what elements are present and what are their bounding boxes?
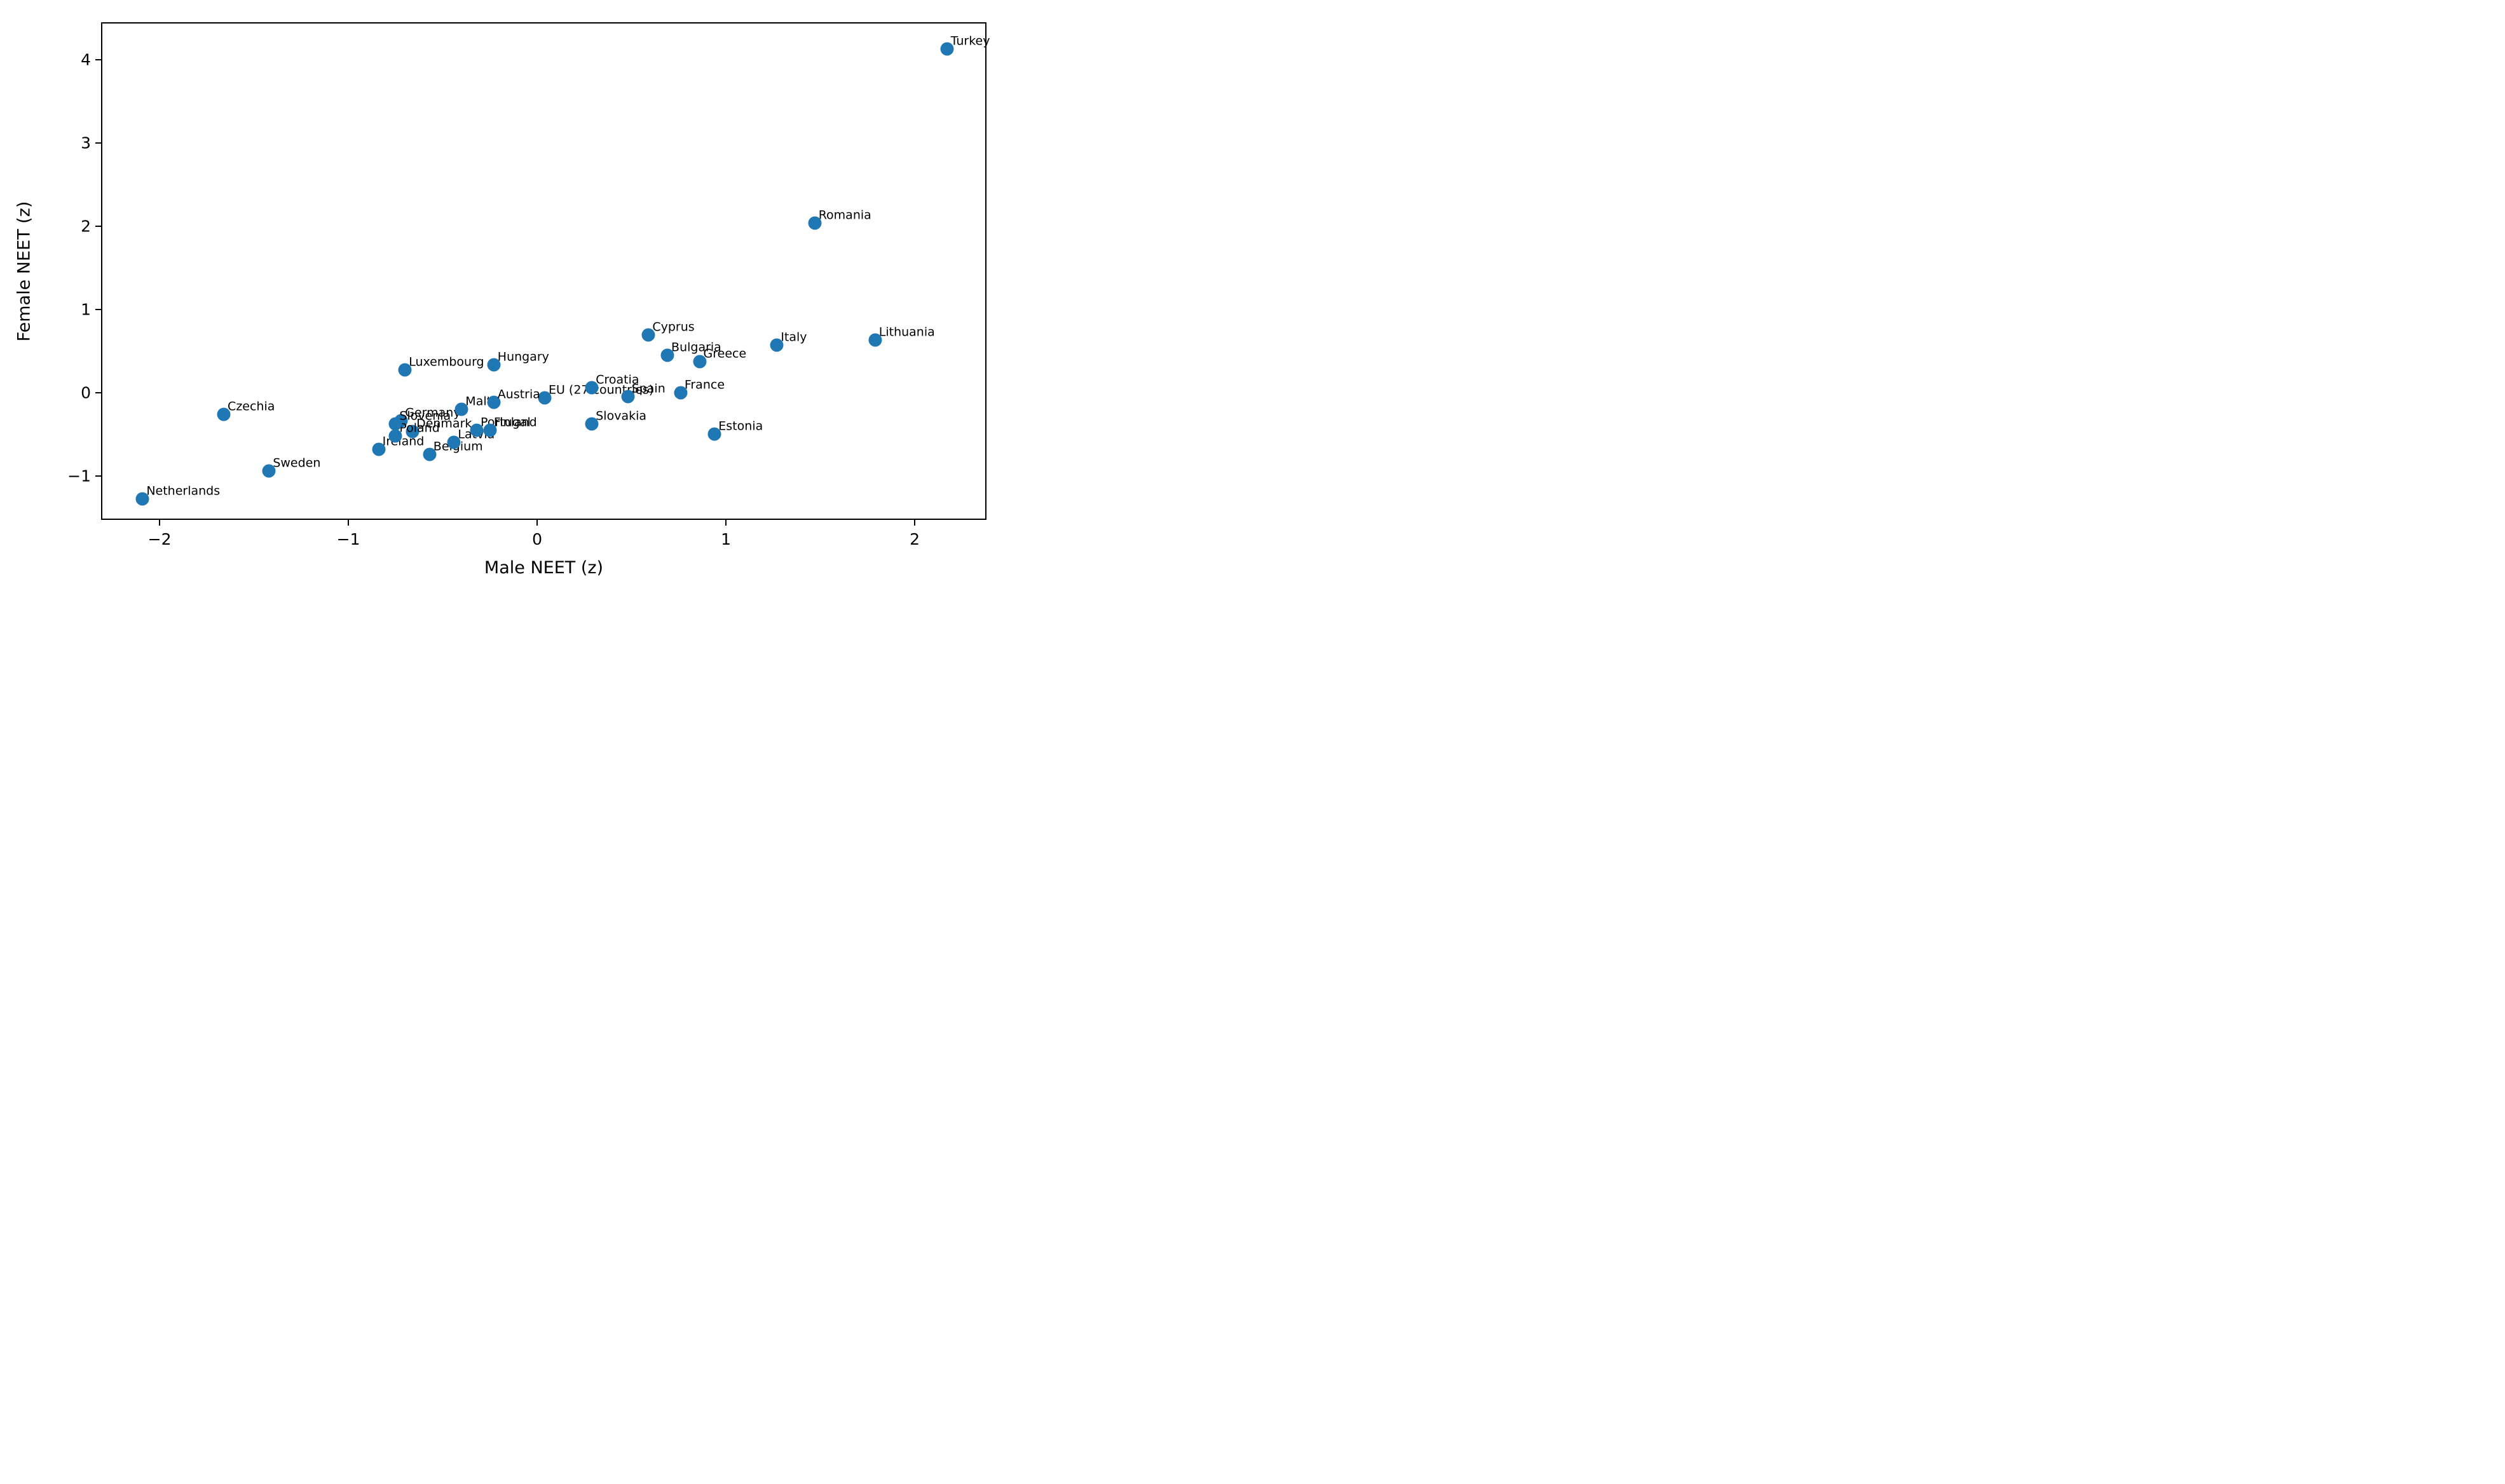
y-tick-label: −1 [67, 466, 91, 486]
y-tick-label: 2 [81, 217, 91, 236]
x-tick-label: 0 [532, 530, 543, 548]
scatter-point [217, 407, 231, 421]
x-tick-mark [725, 520, 727, 526]
y-axis-title: Female NEET (z) [14, 201, 34, 341]
scatter-point [770, 338, 784, 352]
point-label: Austria [497, 387, 540, 402]
scatter-point [388, 429, 402, 443]
scatter-point [585, 417, 599, 431]
scatter-point [585, 381, 599, 395]
scatter-point [483, 423, 497, 437]
scatter-point [538, 391, 552, 405]
y-tick-mark [95, 475, 101, 477]
point-label: Slovakia [596, 409, 647, 423]
y-tick-mark [95, 391, 101, 393]
figure-canvas: −2 −1 0 1 2 −1 0 1 2 3 4 Male NEET (z) Female NEE… [0, 0, 1002, 594]
point-label: Bulgaria [671, 340, 721, 355]
point-label: Netherlands [146, 484, 221, 498]
scatter-point [940, 42, 954, 56]
point-label: Lithuania [878, 325, 935, 339]
scatter-point [674, 386, 688, 400]
scatter-point [406, 425, 420, 439]
scatter-point [470, 423, 484, 437]
x-tick-mark [159, 520, 161, 526]
y-tick-label: 1 [81, 300, 91, 319]
y-tick-mark [95, 308, 101, 310]
x-tick-label: 1 [721, 530, 732, 548]
scatter-point [808, 216, 822, 230]
x-tick-mark [348, 520, 350, 526]
x-axis-title: Male NEET (z) [484, 558, 604, 578]
scatter-point [454, 402, 468, 416]
scatter-point [868, 333, 882, 347]
scatter-point [621, 390, 635, 404]
x-tick-mark [914, 520, 916, 526]
point-label: Turkey [950, 34, 990, 48]
scatter-point [693, 355, 707, 369]
point-label: Slovenia [399, 409, 451, 423]
y-tick-mark [95, 58, 101, 60]
point-label: Greece [703, 346, 747, 361]
scatter-point [447, 435, 461, 449]
x-tick-mark [536, 520, 538, 526]
y-tick-mark [95, 142, 101, 144]
point-label: Romania [818, 208, 871, 222]
x-tick-label: −1 [336, 530, 360, 548]
point-label: Germany [405, 405, 461, 420]
scatter-point [423, 447, 437, 461]
point-label: Italy [781, 330, 807, 344]
y-tick-label: 0 [81, 383, 91, 402]
point-label: Cyprus [652, 320, 695, 334]
point-label: Poland [399, 421, 440, 435]
point-label: Sweden [273, 456, 321, 470]
scatter-point [641, 328, 655, 342]
y-tick-label: 3 [81, 133, 91, 153]
point-label: Luxembourg [409, 355, 484, 369]
point-label: Denmark [416, 416, 472, 431]
point-label: Hungary [497, 350, 549, 364]
plot-area [101, 22, 986, 520]
point-label: Spain [631, 381, 665, 396]
point-label: Croatia [596, 372, 639, 387]
y-tick-label: 4 [81, 50, 91, 69]
scatter-point [487, 395, 501, 409]
scatter-point [135, 492, 149, 506]
point-label: France [684, 378, 725, 392]
point-label: Czechia [228, 399, 275, 414]
scatter-point [388, 417, 402, 431]
x-tick-label: 2 [910, 530, 920, 548]
x-tick-label: −2 [147, 530, 172, 548]
scatter-point [660, 348, 674, 362]
scatter-point [707, 427, 721, 441]
scatter-point [262, 464, 276, 478]
scatter-point [398, 363, 412, 377]
scatter-point [487, 358, 501, 372]
scatter-point [372, 442, 386, 456]
y-tick-mark [95, 225, 101, 227]
point-label: Estonia [718, 419, 763, 433]
point-label: Finland [493, 415, 537, 430]
